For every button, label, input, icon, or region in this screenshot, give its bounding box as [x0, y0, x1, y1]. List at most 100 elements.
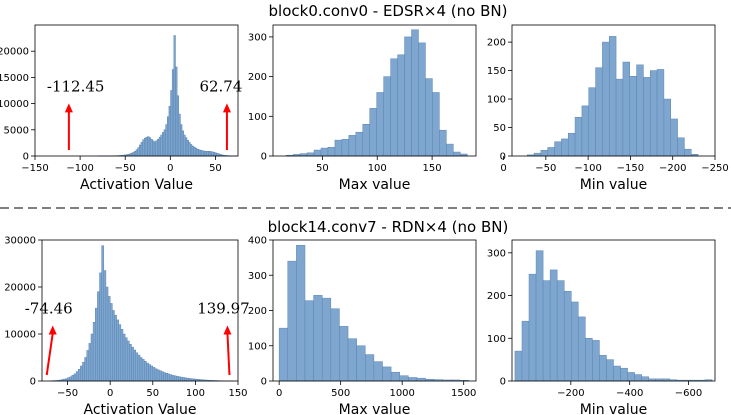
histogram-bar — [418, 42, 426, 157]
histogram-bar — [549, 269, 558, 382]
histogram-bar — [114, 314, 117, 382]
axes-frame — [272, 24, 477, 157]
histogram-bar — [80, 365, 83, 382]
axes-frame — [511, 24, 716, 157]
histogram-bar — [184, 377, 188, 382]
y-tick-label: 0 — [30, 377, 36, 388]
histogram-bar — [620, 367, 628, 382]
y-tick-label: 200 — [248, 306, 267, 317]
histogram-bar — [73, 373, 77, 382]
histogram-bar — [82, 361, 85, 382]
histogram-bar — [649, 70, 658, 157]
histogram-bar — [154, 368, 158, 382]
histogram-bar — [369, 108, 377, 157]
histogram-bar — [453, 151, 461, 157]
histogram-bar — [595, 67, 603, 157]
histogram-bar — [107, 296, 111, 382]
histogram-bar — [173, 375, 177, 382]
annotation-label: -112.45 — [47, 77, 105, 95]
histogram-bar — [167, 373, 171, 382]
y-tick-label: 100 — [487, 95, 506, 106]
histogram-bar — [634, 374, 642, 382]
y-tick-label: 0 — [500, 152, 506, 163]
x-axis-label: Activation Value — [80, 177, 193, 193]
histogram-bar — [606, 359, 614, 382]
x-tick-label: 0 — [167, 163, 173, 174]
histogram-bar — [636, 64, 644, 157]
histogram-bar — [383, 76, 391, 157]
y-tick-label: 20000 — [4, 283, 36, 294]
histogram-bar — [622, 61, 630, 157]
histogram-bar — [613, 365, 621, 382]
histogram-bar — [92, 322, 96, 382]
histogram-bar — [347, 338, 357, 382]
histogram-bar — [663, 98, 671, 157]
histogram-bar — [122, 333, 126, 382]
histogram-bar — [542, 280, 551, 382]
x-tick-label: −600 — [675, 388, 702, 399]
annotation-arrowhead — [223, 325, 232, 335]
histogram-panel: 0 500 1000 1500 0 100 200 300 400 Max value — [248, 236, 477, 415]
x-tick-label: −200 — [659, 163, 686, 174]
annotation-label: -74.46 — [25, 300, 73, 318]
histogram-bar — [101, 245, 105, 382]
y-tick-label: 100 — [487, 334, 506, 345]
x-tick-label: 0 — [276, 388, 282, 399]
histogram-bar — [521, 320, 530, 382]
histogram-bar — [163, 372, 166, 382]
histogram-bar — [327, 147, 336, 157]
histogram-bar — [567, 132, 576, 157]
histogram-bar — [334, 139, 343, 157]
axes-frame — [34, 24, 239, 157]
histogram-bar — [339, 326, 349, 382]
row-title-top: block0.conv0 - EDSR×4 (no BN) — [269, 2, 508, 20]
histogram-bar — [165, 372, 168, 382]
y-tick-label: 10000 — [0, 99, 29, 110]
histogram-panel: 0 −50 −100 −150 −200 −250 0 50 100 150 200 Min valu… — [487, 24, 729, 193]
histogram-bar — [578, 316, 586, 382]
histogram-bar — [446, 143, 454, 157]
histogram-bar — [287, 260, 297, 382]
histogram-bar — [399, 375, 409, 382]
y-tick-label: 50 — [493, 123, 506, 134]
y-tick-label: 200 — [248, 72, 267, 83]
histogram-bar — [425, 78, 433, 157]
histogram-bar — [124, 337, 128, 382]
histogram-bar — [439, 129, 447, 157]
annotation-label: 62.74 — [199, 77, 242, 95]
histogram-bar — [585, 338, 593, 382]
histogram-bar — [139, 357, 143, 382]
x-tick-label: −100 — [574, 163, 601, 174]
histogram-bar — [599, 355, 607, 382]
y-tick-label: 0 — [23, 152, 29, 163]
axes-frame — [41, 239, 239, 382]
histogram-panel: 50 100 150 0 100 200 300 Max value — [248, 24, 477, 193]
histogram-bar — [152, 367, 156, 382]
x-tick-label: −250 — [701, 163, 728, 174]
histogram-bar — [75, 371, 79, 382]
histogram-bar — [103, 270, 107, 382]
histogram-bar — [71, 375, 75, 382]
histogram-bar — [126, 340, 130, 382]
y-tick-label: 150 — [487, 66, 506, 77]
histogram-bar — [186, 377, 190, 382]
histogram-bar — [146, 362, 149, 382]
histogram-bar — [656, 69, 665, 157]
annotation-arrow — [45, 333, 54, 376]
histogram-bar — [90, 333, 94, 382]
x-tick-label: 100 — [368, 163, 387, 174]
histogram-bar — [118, 324, 122, 382]
histogram-bar — [77, 369, 81, 382]
histogram-bar — [629, 76, 637, 157]
x-tick-label: 50 — [209, 163, 222, 174]
histogram-bar — [581, 105, 589, 157]
histogram-bar — [105, 286, 109, 382]
x-tick-label: 50 — [146, 388, 159, 399]
histogram-bar — [330, 308, 340, 382]
histogram-bar — [180, 376, 183, 382]
y-tick-label: 0 — [261, 152, 267, 163]
x-tick-label: 100 — [186, 388, 205, 399]
histogram-bar — [571, 301, 579, 382]
histogram-bar — [141, 359, 145, 382]
x-tick-label: 500 — [331, 388, 350, 399]
